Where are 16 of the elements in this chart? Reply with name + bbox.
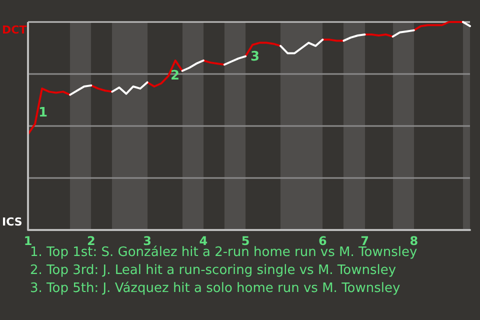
- annotation: 3: [250, 50, 260, 64]
- text: 2. Top 3rd: J. Leal hit a run-scoring single vs M. Townsley: [30, 263, 396, 278]
- text: DCT: [2, 24, 28, 36]
- x-tick-label: 8: [410, 234, 418, 248]
- x-tick-label: 6: [318, 234, 327, 248]
- annotation: 1: [38, 106, 48, 120]
- x-tick-label: 7: [360, 234, 369, 248]
- x-tick-label: 5: [241, 234, 250, 248]
- x-tick-label: 4: [199, 234, 208, 248]
- x-tick-label: 1: [24, 234, 32, 248]
- annotation: 2: [170, 68, 180, 84]
- x-tick-label: 2: [86, 234, 96, 248]
- text: ICS: [2, 216, 22, 228]
- text: 3. Top 5th: J. Vázquez hit a solo home run vs M. Townsley: [30, 281, 401, 296]
- text: 1. Top 1st: S. González hit a 2-run home run vs M. Townsley: [30, 245, 418, 260]
- x-tick-label: 3: [143, 234, 152, 248]
